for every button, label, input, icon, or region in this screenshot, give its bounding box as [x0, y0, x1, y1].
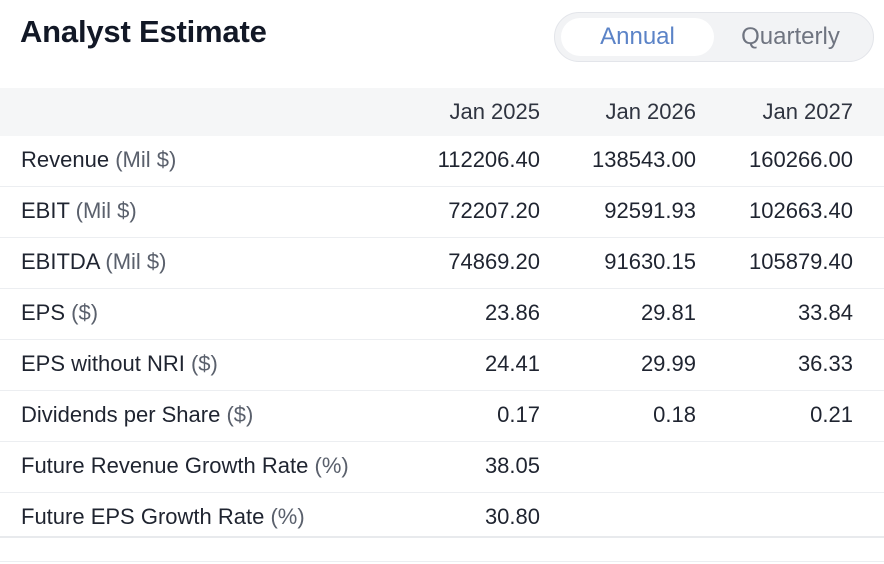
table-cell: 0.21 — [810, 402, 853, 427]
table-header: Jan 2025 Jan 2026 Jan 2027 — [0, 88, 884, 136]
table-cell: 0.18 — [653, 402, 696, 427]
table-cell: 74869.20 — [448, 249, 540, 274]
table-cell: 30.80 — [484, 504, 540, 529]
period-toggle: Annual Quarterly — [554, 12, 874, 62]
table-bottom-divider — [0, 536, 884, 538]
table-cell: 0.17 — [497, 402, 540, 427]
table-cell: 92591.93 — [604, 198, 696, 223]
table-cell: 38.05 — [484, 453, 540, 478]
table-row: Dividends per Share ($) 0.17 0.18 0.21 — [0, 391, 884, 442]
metric-unit: (%) — [270, 504, 305, 529]
table-row: Revenue (Mil $) 112206.40 138543.00 1602… — [0, 136, 884, 187]
metric-unit: (Mil $) — [75, 198, 137, 223]
table-row: EPS ($) 23.86 29.81 33.84 — [0, 289, 884, 340]
metric-name: EPS without NRI — [21, 351, 185, 376]
table-row: Future Revenue Growth Rate (%) 38.05 — [0, 442, 884, 493]
table-cell: 24.41 — [484, 351, 540, 376]
column-header: Jan 2026 — [605, 99, 696, 124]
quarterly-tab[interactable]: Quarterly — [741, 23, 840, 50]
row-label: EBITDA (Mil $) — [21, 238, 166, 288]
row-label: EPS without NRI ($) — [21, 340, 218, 390]
table-cell: 102663.40 — [749, 198, 853, 223]
metric-name: EBIT — [21, 198, 70, 223]
annual-tab[interactable]: Annual — [561, 18, 714, 56]
table-cell: 29.81 — [640, 300, 696, 325]
row-label: Dividends per Share ($) — [21, 391, 253, 441]
table-cell: 91630.15 — [604, 249, 696, 274]
row-label: Revenue (Mil $) — [21, 136, 176, 186]
table-cell: 105879.40 — [749, 249, 853, 274]
table-cell: 36.33 — [797, 351, 853, 376]
card-bottom-divider — [0, 561, 884, 562]
row-label: Future EPS Growth Rate (%) — [21, 493, 305, 543]
table-row: Future EPS Growth Rate (%) 30.80 — [0, 493, 884, 543]
metric-unit: ($) — [71, 300, 99, 325]
table-row: EBITDA (Mil $) 74869.20 91630.15 105879.… — [0, 238, 884, 289]
column-header: Jan 2025 — [449, 99, 540, 124]
metric-name: EPS — [21, 300, 66, 325]
table-row: EBIT (Mil $) 72207.20 92591.93 102663.40 — [0, 187, 884, 238]
table-cell: 23.86 — [484, 300, 540, 325]
estimates-table: Jan 2025 Jan 2026 Jan 2027 Revenue (Mil … — [0, 88, 884, 543]
metric-unit: (Mil $) — [105, 249, 167, 274]
metric-name: Future EPS Growth Rate — [21, 504, 265, 529]
metric-unit: ($) — [226, 402, 254, 427]
metric-unit: (%) — [314, 453, 349, 478]
metric-unit: (Mil $) — [115, 147, 177, 172]
table-cell: 72207.20 — [448, 198, 540, 223]
table-row: EPS without NRI ($) 24.41 29.99 36.33 — [0, 340, 884, 391]
table-cell: 138543.00 — [592, 147, 696, 172]
column-header: Jan 2027 — [762, 99, 853, 124]
table-cell: 160266.00 — [749, 147, 853, 172]
card-title: Analyst Estimate — [20, 14, 267, 49]
row-label: EPS ($) — [21, 289, 98, 339]
row-label: EBIT (Mil $) — [21, 187, 137, 237]
metric-unit: ($) — [190, 351, 218, 376]
metric-name: Dividends per Share — [21, 402, 221, 427]
metric-name: Future Revenue Growth Rate — [21, 453, 309, 478]
table-cell: 112206.40 — [437, 147, 540, 172]
metric-name: EBITDA — [21, 249, 100, 274]
table-cell: 33.84 — [797, 300, 853, 325]
metric-name: Revenue — [21, 147, 110, 172]
row-label: Future Revenue Growth Rate (%) — [21, 442, 349, 492]
table-cell: 29.99 — [640, 351, 696, 376]
